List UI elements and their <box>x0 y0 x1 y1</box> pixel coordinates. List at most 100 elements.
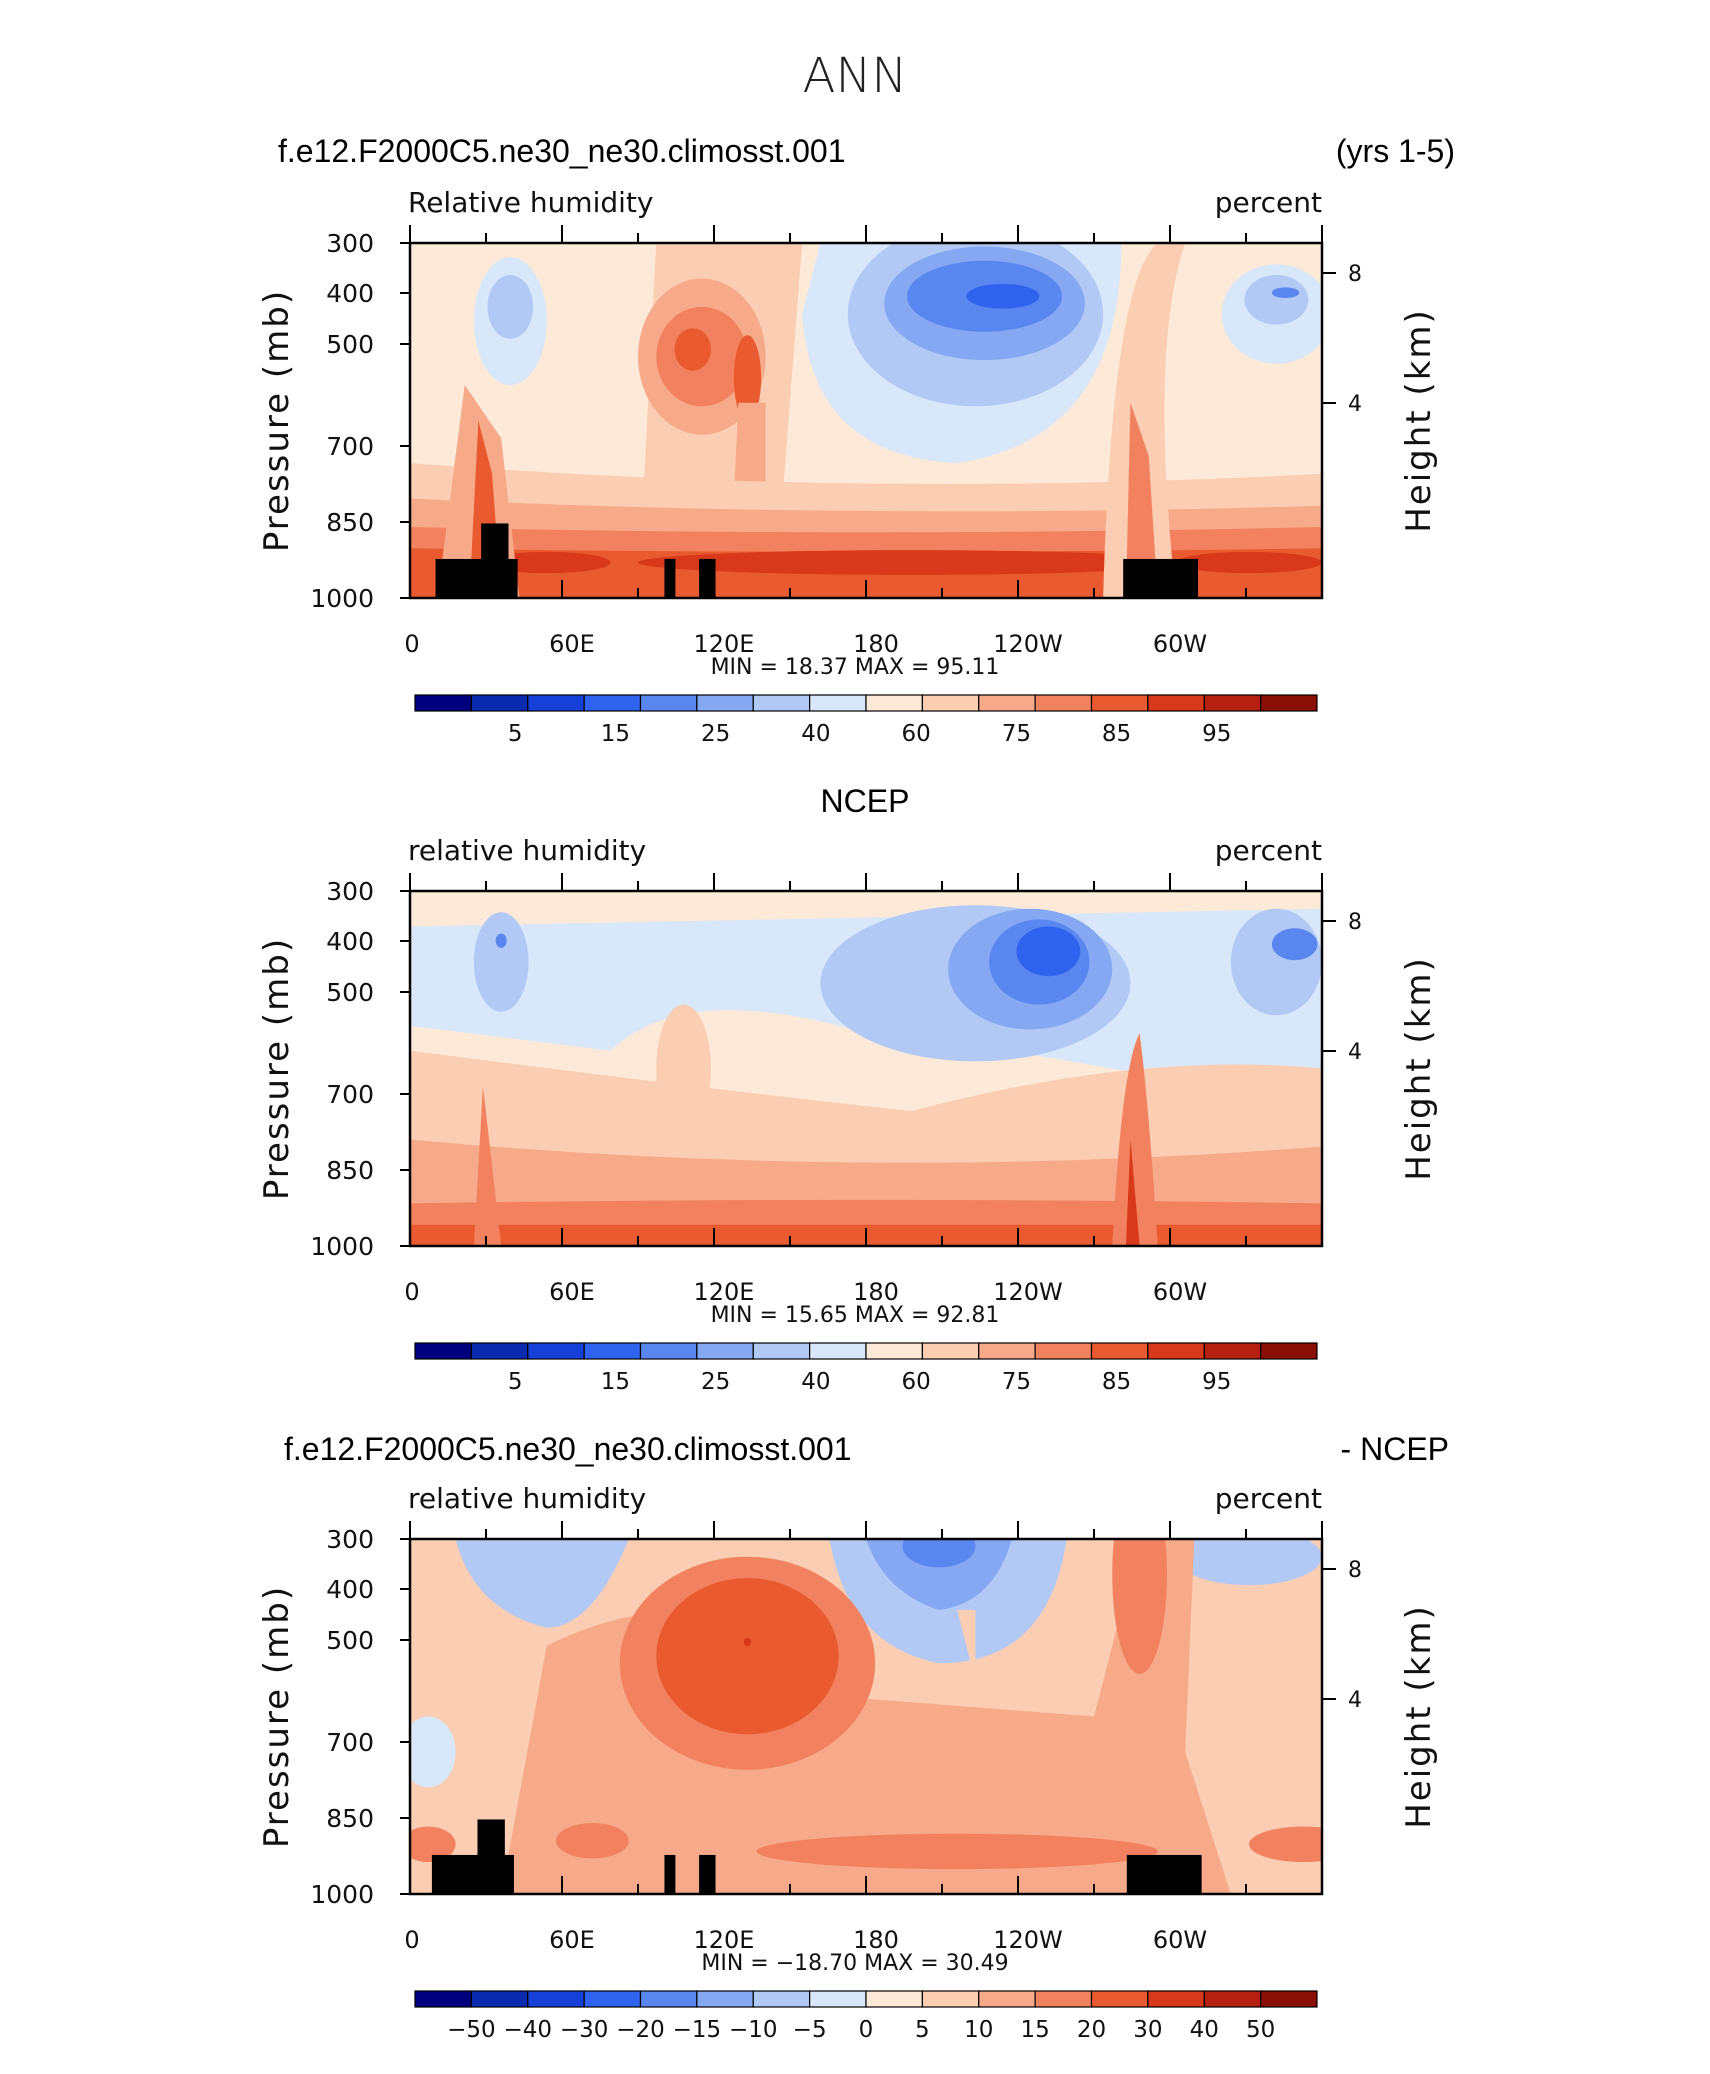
x-tick-label: 60W <box>1153 1926 1207 1954</box>
panel-1-title-left: f.e12.F2000C5.ne30_ne30.climosst.001 <box>278 133 846 169</box>
right-tick-label: 4 <box>1348 1040 1362 1065</box>
colorbar-label: −15 <box>673 2017 722 2043</box>
panel-3-units: percent <box>1215 1482 1322 1515</box>
colorbar-label: −50 <box>447 2017 496 2043</box>
colorbar-swatch <box>696 1990 754 2008</box>
x-tick-label: 0 <box>404 1278 419 1306</box>
colorbar-swatch <box>865 1990 923 2008</box>
y-tick-label: 700 <box>326 1080 374 1109</box>
panel-1-plot-area: 300 400 500 700 850 1000 Pressure (mb) 8 4 Height… <box>257 225 1439 658</box>
colorbar-swatch <box>639 694 698 712</box>
colorbar-swatch <box>696 694 754 712</box>
right-tick-label: 8 <box>1348 262 1362 287</box>
contour-fill <box>410 243 1322 598</box>
panel-2: NCEP relative humidity percent 300400500… <box>257 783 1439 1395</box>
colorbar-swatch <box>639 1342 698 1360</box>
colorbar-label: 60 <box>901 721 930 747</box>
colorbar-label: 40 <box>1190 2017 1219 2043</box>
right-tick-label: 4 <box>1348 1688 1362 1713</box>
x-tick-label: 180 <box>853 630 899 658</box>
right-axis-label: Height (km) <box>1399 308 1439 533</box>
contour-fill <box>410 1539 1322 1894</box>
panel-2-minmax: MIN = 15.65 MAX = 92.81 <box>711 1303 1000 1328</box>
y-axis-label: Pressure (mb) <box>257 937 297 1200</box>
terrain-block <box>664 1854 676 1894</box>
y-tick-label: 1000 <box>310 584 374 613</box>
x-tick-label: 120E <box>694 630 755 658</box>
panel-2-colorbar: 5 15 25 40 60 75 85 95 <box>414 1342 1318 1395</box>
x-tick-label: 60W <box>1153 630 1207 658</box>
colorbar-label: 5 <box>508 1369 523 1395</box>
panel-1-variable: Relative humidity <box>408 186 653 219</box>
colorbar-swatch <box>470 694 529 712</box>
terrain-block <box>481 523 509 598</box>
colorbar-swatch <box>1260 694 1318 712</box>
panel-3-variable: relative humidity <box>408 1482 646 1515</box>
colorbar-label: 15 <box>601 1369 630 1395</box>
x-tick-label: 180 <box>853 1926 899 1954</box>
x-tick-label: 120E <box>694 1926 755 1954</box>
colorbar-swatch <box>1260 1990 1318 2008</box>
x-tick-label: 60E <box>549 630 595 658</box>
colorbar-swatch <box>978 694 1036 712</box>
colorbar-label: 40 <box>801 1369 830 1395</box>
colorbar-swatch <box>1203 1990 1262 2008</box>
colorbar-label: −5 <box>793 2017 827 2043</box>
y-tick-label: 400 <box>326 927 374 956</box>
colorbar-swatch <box>527 1342 585 1360</box>
x-tick-label: 120W <box>993 1926 1063 1954</box>
terrain-block <box>1126 1854 1202 1894</box>
panel-1-colorbar: 5 15 25 40 60 75 85 95 <box>414 694 1318 747</box>
terrain-block <box>477 1819 505 1894</box>
colorbar-swatch <box>1147 1990 1205 2008</box>
y-tick-label: 400 <box>326 1575 374 1604</box>
colorbar-label: 0 <box>859 2017 874 2043</box>
colorbar-swatch <box>1034 1990 1093 2008</box>
y-tick-label: 500 <box>326 1626 374 1655</box>
colorbar-label: 85 <box>1102 721 1131 747</box>
terrain-block <box>664 558 676 598</box>
panel-2-plot-area: 300 400 500 700 850 1000 Pressure (mb) 8 4 Height… <box>257 873 1439 1306</box>
right-axis-label: Height (km) <box>1399 956 1439 1181</box>
colorbar-swatch <box>1260 1342 1318 1360</box>
panel-3-title-right: - NCEP <box>1341 1431 1449 1467</box>
terrain-block <box>699 558 716 598</box>
panel-1: f.e12.F2000C5.ne30_ne30.climosst.001 (yr… <box>257 133 1455 747</box>
panel-2-variable: relative humidity <box>408 834 646 867</box>
colorbar-swatch <box>921 1990 980 2008</box>
right-tick-label: 8 <box>1348 910 1362 935</box>
colorbar-label: −20 <box>616 2017 665 2043</box>
colorbar-swatch <box>921 1342 980 1360</box>
main-title: ANN <box>803 48 908 104</box>
colorbar-swatch <box>414 1342 472 1360</box>
colorbar-swatch <box>583 694 642 712</box>
colorbar-swatch <box>470 1342 529 1360</box>
colorbar-label: 5 <box>508 721 523 747</box>
panel-3-minmax: MIN = −18.70 MAX = 30.49 <box>701 1951 1008 1976</box>
right-axis-label: Height (km) <box>1399 1604 1439 1829</box>
colorbar-swatch <box>583 1342 642 1360</box>
y-tick-label: 300 <box>326 229 374 258</box>
colorbar-swatch <box>583 1990 642 2008</box>
panel-3: f.e12.F2000C5.ne30_ne30.climosst.001 - N… <box>257 1431 1449 2043</box>
colorbar-swatch <box>1147 694 1205 712</box>
colorbar-swatch <box>1203 1342 1262 1360</box>
panel-2-units: percent <box>1215 834 1322 867</box>
y-tick-label: 300 <box>326 1525 374 1554</box>
colorbar-label: 95 <box>1202 1369 1231 1395</box>
colorbar-swatch <box>1034 1342 1093 1360</box>
colorbar-label: 50 <box>1246 2017 1275 2043</box>
colorbar-label: 75 <box>1002 721 1031 747</box>
colorbar-label: 95 <box>1202 721 1231 747</box>
colorbar-swatch <box>865 1342 923 1360</box>
colorbar-swatch <box>470 1990 529 2008</box>
colorbar-swatch <box>1090 1990 1149 2008</box>
colorbar-label: 85 <box>1102 1369 1131 1395</box>
panel-1-units: percent <box>1215 186 1322 219</box>
colorbar-label: 25 <box>701 721 730 747</box>
colorbar-swatch <box>809 1990 867 2008</box>
colorbar-swatch <box>1203 694 1262 712</box>
panel-1-title-right: (yrs 1-5) <box>1336 133 1455 169</box>
colorbar-swatch <box>865 694 923 712</box>
y-tick-label: 700 <box>326 1728 374 1757</box>
